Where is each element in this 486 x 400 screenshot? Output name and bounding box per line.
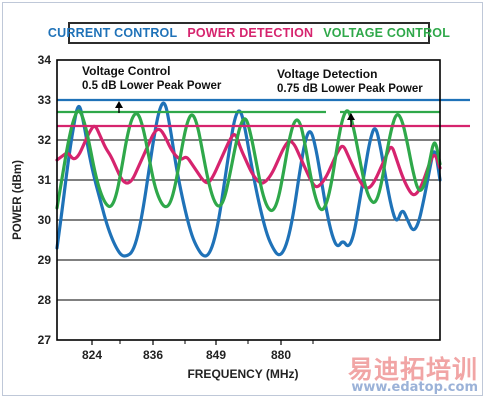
annotation-voltage-control-line2: 0.5 dB Lower Peak Power [82, 80, 222, 92]
reference-lines [57, 98, 470, 128]
y-tick-label: 27 [38, 333, 52, 347]
legend: CURRENT CONTROL POWER DETECTION VOLTAGE … [48, 22, 450, 44]
x-tick-label: 836 [143, 348, 163, 362]
annotation-arrowhead-right [347, 113, 355, 120]
y-axis-label: POWER (dBm) [12, 160, 24, 240]
watermark-title: 易迪拓培训 [347, 355, 478, 384]
y-tick-label: 28 [38, 293, 52, 307]
x-tick-label: 824 [82, 348, 102, 362]
annotation-voltage-control-line1: Voltage Control [82, 64, 170, 78]
watermark-logo: 易迪拓培训 www.edatop.com [314, 350, 486, 400]
series-line-voltage-control [55, 109, 442, 213]
annotations: Voltage Control 0.5 dB Lower Peak Power … [82, 64, 423, 95]
watermark-url: www.edatop.com [351, 380, 478, 395]
legend-current-control: CURRENT CONTROL [47, 26, 178, 40]
legend-power-detection: POWER DETECTION [187, 26, 314, 40]
y-tick-label: 29 [38, 253, 52, 267]
y-tick-label: 31 [38, 173, 52, 187]
series-line-power-detection [55, 124, 442, 197]
legend-voltage-control: VOLTAGE CONTROL [323, 26, 451, 40]
annotation-arrowhead-left [115, 101, 123, 108]
series-line-current-control [55, 101, 442, 258]
y-tick-label: 30 [38, 213, 52, 227]
series-lines [55, 101, 442, 258]
axes: 27 28 29 30 31 32 33 34 824 836 849 880 [38, 53, 441, 362]
x-tick-label: 849 [206, 348, 226, 362]
y-tick-label: 33 [38, 93, 52, 107]
annotation-voltage-detection-line2: 0.75 dB Lower Peak Power [277, 83, 423, 95]
y-tick-label: 32 [38, 133, 52, 147]
x-axis-label: FREQUENCY (MHz) [187, 367, 298, 381]
x-tick-label: 880 [271, 348, 291, 362]
y-tick-label: 34 [38, 53, 52, 67]
annotation-voltage-detection-line1: Voltage Detection [277, 67, 377, 81]
